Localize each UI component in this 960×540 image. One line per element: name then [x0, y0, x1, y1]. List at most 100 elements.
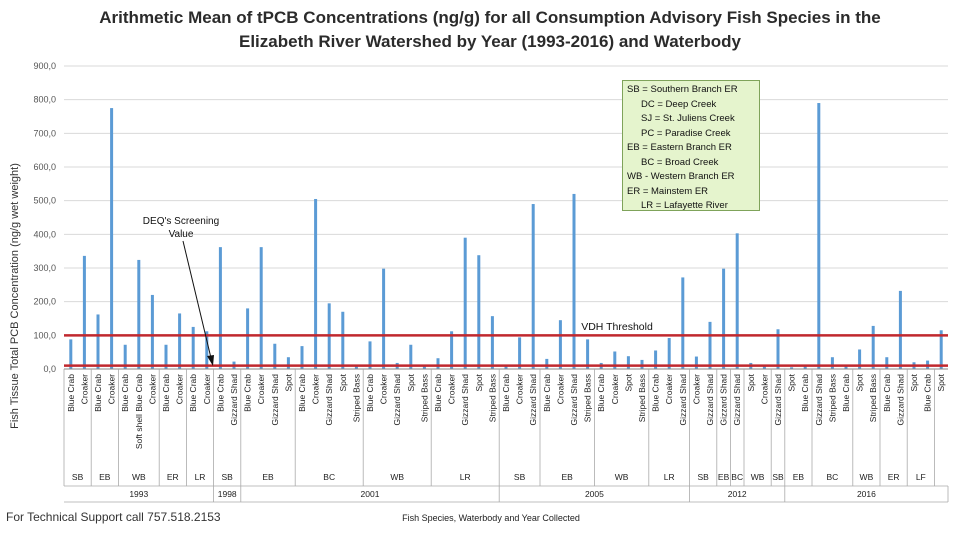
waterbody-label: BC [826, 472, 838, 482]
data-bar [654, 350, 658, 369]
x-tick-label: Croaker [515, 374, 525, 404]
data-bar [409, 344, 413, 369]
waterbody-label: SB [514, 472, 526, 482]
x-tick-label: Croaker [759, 374, 769, 404]
data-bar [885, 357, 889, 369]
data-bar [858, 349, 862, 369]
deq-screening-label-line1: DEQ's Screening [143, 216, 219, 227]
data-bar [422, 364, 426, 369]
y-tick-label: 600,0 [33, 162, 56, 172]
x-tick-label: Spot [746, 373, 756, 391]
x-tick-label: Gizzard Shad [773, 374, 783, 426]
x-tick-label: Croaker [256, 374, 266, 404]
data-bar [178, 313, 182, 369]
data-bar [518, 337, 522, 369]
data-bar [82, 255, 86, 369]
data-bar [776, 329, 780, 369]
x-tick-label: Blue Crab [120, 374, 130, 412]
data-bar [246, 308, 250, 369]
legend-entry-eb: EB = Eastern Branch ER [627, 142, 732, 153]
x-tick-label: Blue Crab [882, 374, 892, 412]
data-bar [504, 365, 508, 369]
x-tick-label: Croaker [555, 374, 565, 404]
year-label: 2001 [361, 489, 380, 499]
x-tick-label: Croaker [79, 374, 89, 404]
deq-screening-label-line2: Value [169, 229, 194, 240]
data-bar [150, 294, 154, 369]
x-tick-label: Croaker [691, 374, 701, 404]
data-bar [96, 314, 100, 369]
y-tick-label: 500,0 [33, 196, 56, 206]
data-bar [368, 341, 372, 369]
data-bar [123, 344, 127, 369]
x-tick-label: Gizzard Shad [814, 374, 824, 426]
data-bar [110, 108, 114, 369]
waterbody-label: SB [772, 472, 784, 482]
year-label: 2005 [585, 489, 604, 499]
legend-entry-dc: DC = Deep Creek [641, 98, 717, 110]
data-bar [164, 344, 168, 369]
waterbody-label: EB [99, 472, 111, 482]
x-tick-label: Striped Bass [637, 374, 647, 422]
data-bar [844, 364, 848, 369]
x-tick-label: Soft shell Blue Crab [134, 374, 144, 449]
waterbody-label: ER [167, 472, 179, 482]
x-tick-label: Croaker [664, 374, 674, 404]
waterbody-label: ER [888, 472, 900, 482]
x-tick-label: Gizzard Shad [719, 374, 729, 426]
x-tick-label: Gizzard Shad [324, 374, 334, 426]
deq-arrow-head [207, 355, 214, 366]
data-bar [218, 247, 222, 369]
x-tick-label: Striped Bass [583, 374, 593, 422]
data-bar [939, 330, 943, 369]
data-bar [681, 277, 685, 369]
legend-entry-er: ER = Mainstem ER [627, 185, 709, 197]
tech-support-text: For Technical Support call 757.518.2153 [6, 510, 221, 524]
x-tick-label: Spot [909, 373, 919, 391]
data-bar [354, 365, 358, 369]
x-tick-label: Blue Crab [542, 374, 552, 412]
legend-entry-sb: SB = Southern Branch ER [627, 84, 738, 95]
x-tick-label: Blue Crab [923, 374, 933, 412]
x-tick-label: Gizzard Shad [732, 374, 742, 426]
x-tick-label: Croaker [447, 374, 457, 404]
waterbody-label: LR [664, 472, 675, 482]
year-label: 2016 [857, 489, 876, 499]
x-tick-label: Striped Bass [351, 374, 361, 422]
x-tick-label: Spot [623, 373, 633, 391]
waterbody-label: WB [615, 472, 629, 482]
y-tick-label: 100,0 [33, 330, 56, 340]
x-tick-label: Gizzard Shad [895, 374, 905, 426]
y-tick-label: 300,0 [33, 263, 56, 273]
waterbody-label: BC [731, 472, 743, 482]
data-bar [803, 364, 807, 369]
x-tick-label: Spot [474, 373, 484, 391]
waterbody-label: SB [72, 472, 84, 482]
x-tick-label: Spot [936, 373, 946, 391]
waterbody-label: SB [698, 472, 710, 482]
data-bar [626, 356, 630, 369]
x-tick-label: Croaker [147, 374, 157, 404]
data-bar [191, 326, 195, 369]
data-bar [586, 339, 590, 369]
x-tick-label: Gizzard Shad [528, 374, 538, 426]
data-bar [531, 204, 535, 369]
x-tick-label: Blue Crab [161, 374, 171, 412]
x-tick-label: Blue Crab [596, 374, 606, 412]
data-bar [708, 321, 712, 369]
data-bar [436, 358, 440, 369]
data-bar [286, 357, 290, 369]
data-bar [694, 356, 698, 369]
x-tick-label: Spot [406, 373, 416, 391]
data-bar [69, 339, 73, 369]
data-bar [572, 193, 576, 369]
y-tick-label: 800,0 [33, 95, 56, 105]
legend-entry-lr: LR = Lafayette River [641, 200, 728, 211]
x-tick-label: Gizzard Shad [678, 374, 688, 426]
x-tick-label: Spot [855, 373, 865, 391]
x-tick-label: Croaker [202, 374, 212, 404]
year-label: 1998 [218, 489, 237, 499]
legend-entry-bc: BC = Broad Creek [641, 156, 719, 168]
data-bar [477, 255, 481, 369]
x-tick-label: Striped Bass [827, 374, 837, 422]
